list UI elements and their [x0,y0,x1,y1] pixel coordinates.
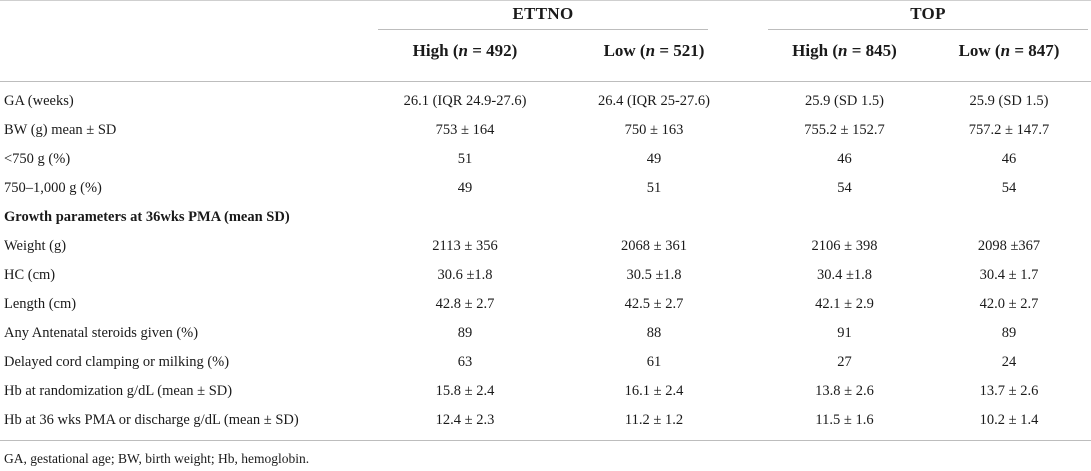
table-cell: 10.2 ± 1.4 [979,412,1039,428]
subheader-ettno-low: Low (n = 521) [603,41,705,60]
table-row: Hb at randomization g/dL (mean ± SD) 15.8… [0,378,1091,406]
subheader-ettno-high: High (n = 492) [412,41,518,60]
row-label: BW (g) mean ± SD [4,122,117,138]
table-cell: 26.1 (IQR 24.9-27.6) [403,93,527,109]
table-cell: 753 ± 164 [435,122,495,138]
table-cell: 42.1 ± 2.9 [815,296,874,312]
table-cell: 42.8 ± 2.7 [435,296,495,312]
table-cell: 49 [646,151,662,167]
row-label: GA (weeks) [4,93,74,109]
row-label: Delayed cord clamping or milking (%) [4,354,230,370]
table-row: HC (cm) 30.6 ±1.8 30.5 ±1.8 30.4 ±1.8 30.4 ±… [0,262,1091,290]
table-cell: 51 [457,151,473,167]
table-cell: 750 ± 163 [624,122,684,138]
row-label: Any Antenatal steroids given (%) [4,325,199,341]
row-label: Length (cm) [4,296,77,312]
table-cell: 2098 ±367 [977,238,1041,254]
table-row: Weight (g) 2113 ± 356 2068 ± 361 2106 ± 398… [0,233,1091,261]
row-label: Weight (g) [4,238,67,254]
top-rule [0,0,1091,1]
table-cell: 61 [646,354,662,370]
table-cell: 51 [646,180,662,196]
table-cell: 15.8 ± 2.4 [435,383,495,399]
ettno-group-rule [378,29,708,30]
table-row: Growth parameters at 36wks PMA (mean SD) [0,204,1091,232]
table-cell: 46 [837,151,852,167]
table-footnote: GA, gestational age; BW, birth weight; H… [4,451,310,466]
table-cell: 91 [837,325,852,341]
row-label: 750–1,000 g (%) [4,180,102,196]
row-label: Hb at 36 wks PMA or discharge g/dL (mean… [4,412,299,428]
table-cell: 30.6 ±1.8 [437,267,493,283]
table-cell: 30.4 ±1.8 [816,267,873,283]
table-bottom-rule [0,440,1091,441]
row-label: <750 g (%) [4,151,71,167]
group-header-top: TOP [910,4,946,23]
table-cell: 54 [1001,180,1017,196]
table-cell: 2106 ± 398 [811,238,878,254]
table-row: 750–1,000 g (%) 49 51 54 54 [0,175,1091,203]
top-group-rule [768,29,1088,30]
table-cell: 88 [646,325,662,341]
table-cell: 755.2 ± 152.7 [804,122,885,138]
table-cell: 89 [457,325,473,341]
table-cell: 42.0 ± 2.7 [979,296,1039,312]
section-heading: Growth parameters at 36wks PMA (mean SD) [4,209,290,225]
row-label: Hb at randomization g/dL (mean ± SD) [4,383,233,399]
header-bottom-rule [0,81,1091,82]
table-cell: 13.8 ± 2.6 [815,383,874,399]
table-cell: 13.7 ± 2.6 [979,383,1039,399]
table-cell: 54 [837,180,852,196]
table-cell: 11.5 ± 1.6 [815,412,874,428]
table-cell: 30.5 ±1.8 [626,267,682,283]
table-cell: 27 [837,354,852,370]
table-cell: 12.4 ± 2.3 [435,412,495,428]
table-row: Hb at 36 wks PMA or discharge g/dL (mean… [0,407,1091,435]
table-cell: 757.2 ± 147.7 [968,122,1050,138]
table-cell: 16.1 ± 2.4 [624,383,684,399]
table-row: <750 g (%) 51 49 46 46 [0,146,1091,174]
group-header-ettno: ETTNO [512,4,574,23]
table-cell: 26.4 (IQR 25-27.6) [598,93,710,109]
table-cell: 42.5 ± 2.7 [624,296,684,312]
table-cell: 11.2 ± 1.2 [624,412,684,428]
row-label: HC (cm) [4,267,56,283]
table-row: Delayed cord clamping or milking (%) 63 61… [0,349,1091,377]
table-row: BW (g) mean ± SD 753 ± 164 750 ± 163 755.2 … [0,117,1091,145]
table-cell: 89 [1001,325,1017,341]
table-row: Length (cm) 42.8 ± 2.7 42.5 ± 2.7 42.1 ± 2.… [0,291,1091,319]
table-row: GA (weeks) 26.1 (IQR 24.9-27.6) 26.4 (IQR … [0,88,1091,116]
table-cell: 2068 ± 361 [621,238,687,254]
table-cell: 2113 ± 356 [432,238,498,254]
table-cell: 30.4 ± 1.7 [979,267,1039,283]
table-cell: 24 [1001,354,1017,370]
table-cell: 63 [457,354,473,370]
table-cell: 25.9 (SD 1.5) [969,93,1049,109]
table-row: Any Antenatal steroids given (%) 89 88 91 89 [0,320,1091,348]
subheader-top-low: Low (n = 847) [958,41,1060,60]
table-cell: 25.9 (SD 1.5) [805,93,884,109]
table-cell: 46 [1001,151,1017,167]
table-cell: 49 [457,180,473,196]
subheader-top-high: High (n = 845) [792,41,897,60]
